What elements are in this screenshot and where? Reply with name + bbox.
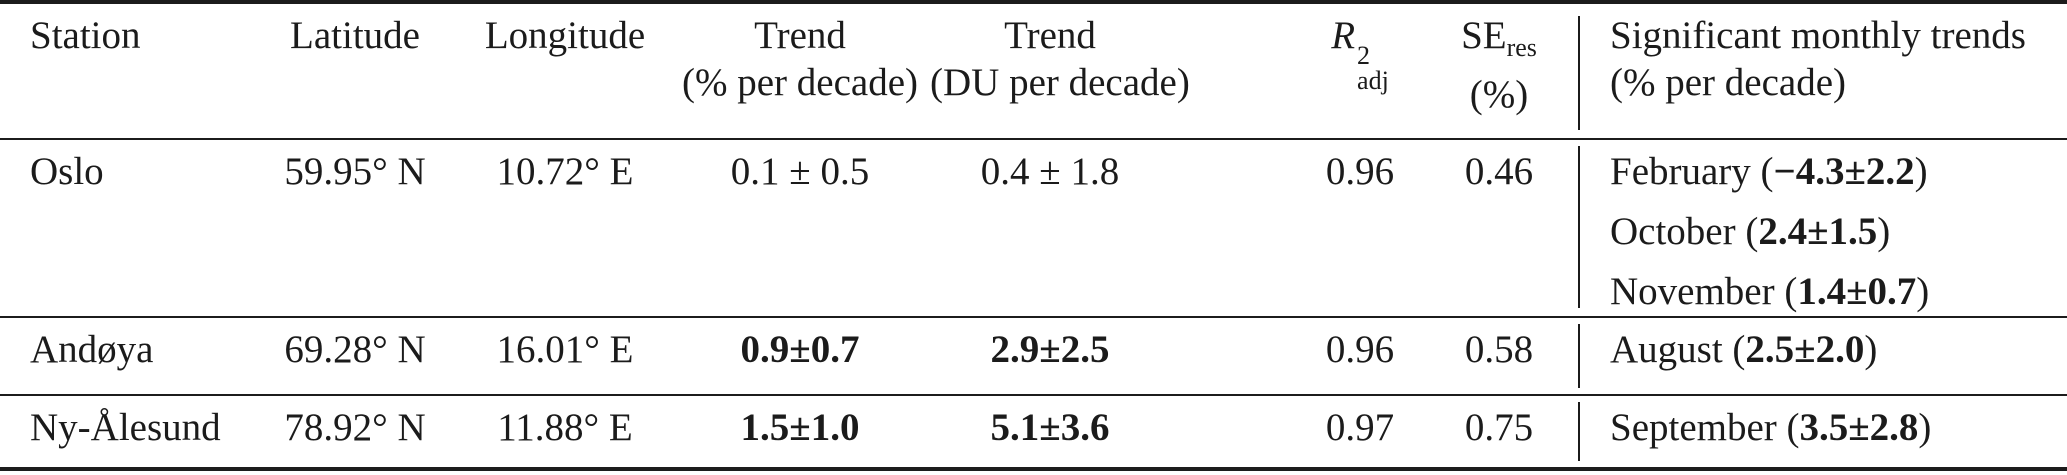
cell-latitude: 69.28° N (284, 328, 426, 371)
table-row: Andøya 69.28° N 16.01° E 0.9±0.7 2.9±2.5… (0, 318, 2067, 394)
cell-se-res: 0.75 (1464, 406, 1534, 449)
trend-du-unit: (DU per decade) (930, 61, 1190, 104)
cell-station: Ny-Ålesund (30, 406, 221, 449)
row-vertical-divider (1578, 402, 1580, 461)
row-separator-rule (0, 394, 2067, 396)
cell-trend-du: 5.1±3.6 (990, 406, 1110, 449)
table-rule-top (0, 0, 2067, 4)
monthly-trend-line: February (−4.3±2.2) (1610, 150, 2067, 194)
table-header-row: Station Latitude Longitude Trend (% per … (0, 4, 2067, 138)
cell-station: Oslo (30, 150, 104, 193)
monthly-trend-line: September (3.5±2.8) (1610, 406, 2067, 450)
cell-latitude: 78.92° N (284, 406, 426, 449)
cell-se-res: 0.46 (1464, 150, 1534, 193)
table-rule-bottom (0, 467, 2067, 471)
cell-r2adj: 0.96 (1325, 328, 1395, 371)
monthly-trends-label: Significant monthly trends (1610, 14, 2026, 57)
table-row: Oslo 59.95° N 10.72° E 0.1 ± 0.5 0.4 ± 1… (0, 140, 2067, 316)
cell-se-res: 0.58 (1464, 328, 1534, 371)
cell-r2adj: 0.97 (1325, 406, 1395, 449)
cell-trend-du: 2.9±2.5 (990, 328, 1110, 371)
header-vertical-divider (1578, 16, 1580, 130)
monthly-trend-suffix: ) (1877, 210, 1891, 253)
col-header-spacer (1170, 4, 1300, 14)
cell-longitude: 10.72° E (496, 150, 634, 193)
col-header-trend-du: Trend (DU per decade) (930, 4, 1190, 108)
se-symbol: SE (1461, 14, 1507, 57)
col-header-station: Station (30, 14, 141, 57)
row-vertical-divider (1578, 324, 1580, 388)
cell-monthly-trends: September (3.5±2.8) (1578, 396, 2067, 450)
trend-percent-label: Trend (754, 14, 846, 57)
monthly-trend-suffix: ) (1918, 406, 1932, 449)
trend-du-label: Trend (1004, 14, 1096, 57)
monthly-trend-line: August (2.5±2.0) (1610, 328, 2067, 372)
cell-trend-percent: 0.1 ± 0.5 (730, 150, 870, 193)
se-subscript: res (1506, 33, 1537, 62)
row-separator-rule (0, 316, 2067, 318)
monthly-trend-prefix: August ( (1610, 328, 1746, 371)
col-header-r2adj: R 2 adj (1300, 4, 1420, 95)
monthly-trend-prefix: November ( (1610, 270, 1798, 313)
monthly-trend-prefix: February ( (1610, 150, 1774, 193)
table-row: Ny-Ålesund 78.92° N 11.88° E 1.5±1.0 5.1… (0, 396, 2067, 467)
row-vertical-divider (1578, 146, 1580, 308)
cell-latitude: 59.95° N (284, 150, 426, 193)
cell-trend-du: 0.4 ± 1.8 (980, 150, 1120, 193)
monthly-trend-suffix: ) (1916, 270, 1930, 313)
cell-monthly-trends: August (2.5±2.0) (1578, 318, 2067, 372)
cell-monthly-trends: February (−4.3±2.2) October (2.4±1.5) No… (1578, 140, 2067, 314)
col-header-latitude: Latitude (290, 14, 420, 57)
cell-trend-percent: 0.9±0.7 (740, 328, 860, 371)
col-header-monthly-trends: Significant monthly trends (% per decade… (1578, 4, 2067, 108)
col-header-se-res: SEres (%) (1420, 4, 1578, 120)
r2-superscript: 2 (1357, 41, 1371, 70)
cell-spacer (1170, 396, 1300, 406)
col-header-longitude: Longitude (484, 14, 646, 57)
r2-symbol: R (1331, 14, 1356, 57)
r2-scripts: 2 adj (1357, 41, 1389, 95)
se-res-label: SEres (1420, 14, 1578, 70)
trend-percent-unit: (% per decade) (682, 61, 918, 104)
header-separator-rule (0, 138, 2067, 140)
monthly-trend-line: October (2.4±1.5) (1610, 210, 2067, 254)
monthly-trend-suffix: ) (1914, 150, 1928, 193)
cell-trend-percent: 1.5±1.0 (740, 406, 860, 449)
cell-longitude: 16.01° E (496, 328, 634, 371)
monthly-trend-value: 2.5±2.0 (1745, 328, 1865, 371)
monthly-trend-value: 1.4±0.7 (1797, 270, 1917, 313)
cell-spacer (1170, 140, 1300, 150)
r2-subscript: adj (1357, 66, 1389, 95)
monthly-trend-prefix: October ( (1610, 210, 1759, 253)
monthly-trend-value: 3.5±2.8 (1799, 406, 1919, 449)
cell-station: Andøya (30, 328, 154, 371)
cell-spacer (1170, 318, 1300, 328)
monthly-trend-prefix: September ( (1610, 406, 1800, 449)
monthly-trend-suffix: ) (1864, 328, 1878, 371)
col-header-trend-percent: Trend (% per decade) (670, 4, 930, 108)
se-res-unit: (%) (1469, 73, 1529, 116)
monthly-trend-value: −4.3±2.2 (1773, 150, 1915, 193)
monthly-trend-value: 2.4±1.5 (1758, 210, 1878, 253)
cell-longitude: 11.88° E (497, 406, 633, 449)
cell-r2adj: 0.96 (1325, 150, 1395, 193)
monthly-trends-unit: (% per decade) (1610, 61, 1846, 104)
monthly-trend-line: November (1.4±0.7) (1610, 270, 2067, 314)
